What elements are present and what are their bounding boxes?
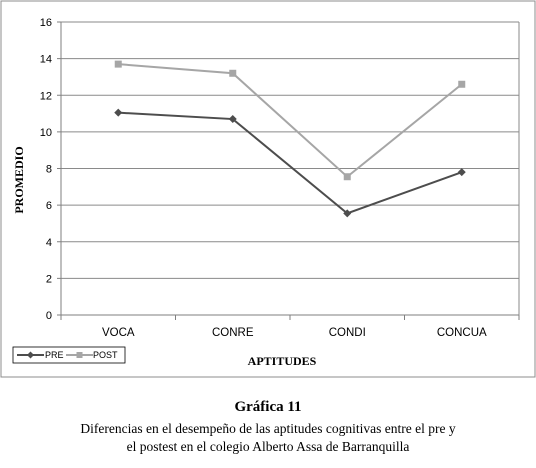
y-axis-ticks: 0 2 4 6 8 10 12 14 16	[40, 17, 52, 322]
y-tick-label: 16	[40, 17, 52, 29]
x-axis-title: APTITUDES	[248, 354, 317, 368]
caption-title: Gráfica 11	[234, 399, 302, 415]
data-point-post	[114, 60, 122, 68]
y-tick-label: 2	[46, 273, 52, 285]
caption-line-2: el postest en el colegio Alberto Assa de…	[126, 439, 410, 454]
y-tick-label: 8	[46, 164, 52, 176]
data-point-post	[343, 173, 351, 181]
y-tick-label: 4	[46, 237, 52, 249]
legend-post-label: POST	[93, 350, 118, 360]
y-tick-label: 0	[46, 310, 52, 322]
x-tick-label: CONCUA	[437, 327, 487, 339]
figure-caption: Gráfica 11 Diferencias en el desempeño d…	[0, 398, 536, 456]
gridlines	[57, 21, 520, 320]
caption-description: Diferencias en el desempeño de las aptit…	[0, 420, 536, 456]
data-point-pre	[457, 168, 466, 177]
x-tick-label: CONDI	[329, 327, 366, 339]
series-line-post	[118, 63, 463, 179]
legend-pre-label: PRE	[45, 350, 64, 360]
y-tick-label: 6	[46, 200, 52, 212]
x-axis-ticks: VOCA CONRE CONDI CONCUA	[102, 327, 487, 339]
chart-frame	[0, 0, 536, 378]
legend-pre-marker	[27, 351, 34, 359]
x-tick-label: CONRE	[212, 327, 254, 339]
y-tick-label: 10	[40, 127, 52, 139]
data-point-pre	[343, 209, 352, 218]
data-point-pre	[114, 108, 123, 117]
legend-post-marker	[76, 352, 83, 358]
series-line-pre	[118, 111, 463, 215]
caption-line-1: Diferencias en el desempeño de las aptit…	[80, 421, 456, 436]
y-axis-title: PROMEDIO	[12, 146, 26, 213]
line-chart: 0 2 4 6 8 10 12 14 16 VOCA CONRE CONDI CONCUA PROME…	[0, 0, 536, 378]
legend: PRE POST	[12, 346, 126, 364]
data-point-post	[458, 80, 466, 88]
y-tick-label: 14	[40, 54, 52, 66]
x-tick-label: VOCA	[102, 327, 135, 339]
data-point-post	[229, 69, 237, 77]
y-tick-label: 12	[40, 90, 52, 102]
series-lines	[114, 60, 466, 218]
data-point-pre	[228, 115, 237, 124]
